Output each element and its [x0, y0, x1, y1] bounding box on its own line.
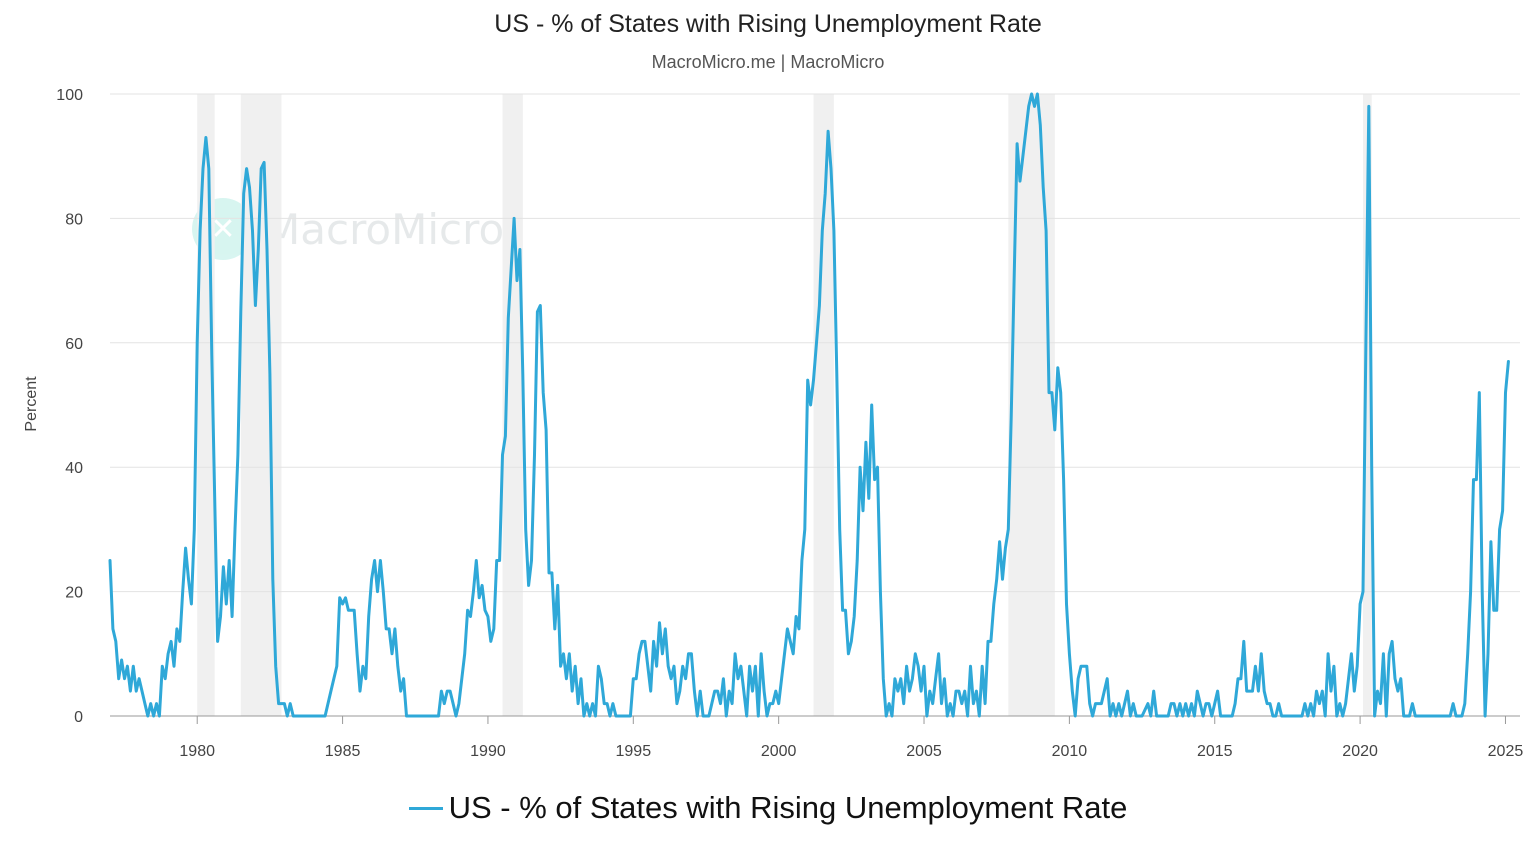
y-tick-label-60: 60 [65, 336, 83, 353]
y-axis-title: Percent [23, 376, 40, 432]
recession-bands [197, 94, 1372, 716]
y-tick-label-100: 100 [56, 87, 83, 104]
series-layer [108, 92, 1510, 718]
x-tick-label-2015: 2015 [1197, 743, 1233, 760]
legend[interactable]: US - % of States with Rising Unemploymen… [0, 790, 1536, 826]
y-tick-label-40: 40 [65, 460, 83, 477]
recession-band-3 [813, 94, 834, 716]
x-tick-label-2025: 2025 [1488, 743, 1524, 760]
legend-swatch-icon [408, 806, 443, 810]
x-tick-label-2010: 2010 [1052, 743, 1088, 760]
recession-band-5 [1363, 94, 1372, 716]
x-tick-label-1980: 1980 [179, 743, 215, 760]
y-tick-label-0: 0 [74, 709, 83, 726]
y-tick-label-20: 20 [65, 585, 83, 602]
x-tick-label-2020: 2020 [1342, 743, 1378, 760]
x-tick-label-1995: 1995 [616, 743, 652, 760]
y-tick-label-80: 80 [65, 211, 83, 228]
y-tick-labels: 0 20 40 60 80 100 [56, 87, 83, 726]
x-tick-label-2005: 2005 [906, 743, 942, 760]
x-tick-labels: 1980 1985 1990 1995 2000 2005 2010 2015 2020 2025 [179, 743, 1523, 760]
recession-band-2 [502, 94, 523, 716]
x-tick-label-2000: 2000 [761, 743, 797, 760]
x-tick-label-1990: 1990 [470, 743, 506, 760]
chart-subtitle: MacroMicro.me | MacroMicro [651, 52, 885, 72]
chart-title: US - % of States with Rising Unemploymen… [494, 10, 1042, 38]
legend-label: US - % of States with Rising Unemploymen… [448, 790, 1128, 825]
series-line-0 [108, 92, 1510, 718]
x-tick-label-1985: 1985 [325, 743, 361, 760]
watermark-text: MacroMicro [264, 204, 505, 254]
